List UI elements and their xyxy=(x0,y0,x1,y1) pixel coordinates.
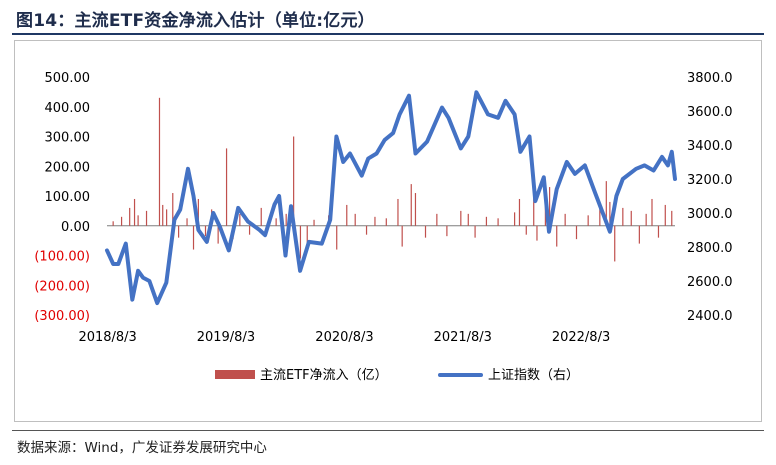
flow-bar xyxy=(239,213,241,226)
flow-bar xyxy=(518,198,521,226)
right-tick-label: 3000.0 xyxy=(687,207,733,222)
flow-bar xyxy=(225,148,228,226)
flow-bar xyxy=(497,218,499,226)
flow-bar xyxy=(346,204,348,226)
flow-bar xyxy=(162,204,164,226)
left-tick-label: 0.00 xyxy=(61,220,90,235)
left-tick-label: (300.00) xyxy=(34,309,90,324)
flow-bar xyxy=(145,210,148,226)
flow-bar xyxy=(336,225,338,250)
legend-label-index: 上证指数（右） xyxy=(488,368,579,383)
flow-bar xyxy=(638,225,640,244)
x-tick-label: 2020/8/3 xyxy=(315,330,373,345)
flow-bar xyxy=(133,198,136,226)
flow-bar xyxy=(178,225,180,238)
flow-bar xyxy=(525,225,527,235)
left-tick-label: 400.00 xyxy=(45,101,91,116)
flow-bar xyxy=(172,193,174,226)
flow-bar xyxy=(197,198,199,226)
flow-bar xyxy=(299,225,302,259)
flow-bar xyxy=(556,225,558,247)
flow-bar xyxy=(204,225,207,237)
flow-bar xyxy=(192,225,195,250)
right-tick-label: 3800.0 xyxy=(687,71,733,86)
flow-bar xyxy=(285,213,287,226)
index-line xyxy=(105,90,677,306)
source-note: 数据来源：Wind，广发证券发展研究中心 xyxy=(17,440,267,456)
left-tick-label: 200.00 xyxy=(45,160,91,175)
flow-bar xyxy=(365,225,368,235)
left-tick-label: (100.00) xyxy=(34,250,90,265)
legend-swatch-flow xyxy=(215,370,255,379)
flow-bar xyxy=(605,181,607,226)
flow-bar xyxy=(614,225,616,262)
legend-label-flow: 主流ETF净流入（亿） xyxy=(260,368,388,383)
flow-bar xyxy=(587,215,589,226)
flow-bar xyxy=(248,225,251,235)
flow-bar xyxy=(536,225,538,241)
flow-bar xyxy=(293,136,295,226)
chart-frame: 500.00 400.00 300.00 200.00 100.00 0.00 (100.0… xyxy=(14,40,762,422)
flow-bar xyxy=(630,210,632,226)
left-tick-label: 500.00 xyxy=(45,71,91,86)
right-tick-label: 2400.0 xyxy=(687,309,733,324)
flow-bar xyxy=(671,210,673,226)
flow-bar xyxy=(186,218,188,226)
flow-bar xyxy=(424,225,427,238)
flow-bar xyxy=(260,207,262,226)
flow-bar xyxy=(374,216,376,226)
figure-title: 图14：主流ETF资金净流入估计（单位:亿元） xyxy=(16,11,375,31)
left-tick-label: 300.00 xyxy=(45,131,91,146)
flow-bar xyxy=(657,225,660,238)
source-rule xyxy=(12,430,764,431)
flow-bar xyxy=(564,213,566,226)
flow-bar xyxy=(129,207,131,226)
chart: 500.00 400.00 300.00 200.00 100.00 0.00 (100.0… xyxy=(34,71,733,383)
left-tick-label: (200.00) xyxy=(34,279,90,294)
x-tick-label: 2018/8/3 xyxy=(78,330,136,345)
x-tick-label: 2022/8/3 xyxy=(552,330,610,345)
right-tick-label: 2800.0 xyxy=(687,241,733,256)
x-tick-label: 2021/8/3 xyxy=(434,330,492,345)
flow-bar xyxy=(120,216,123,226)
flow-bar xyxy=(414,193,417,226)
right-tick-label: 3400.0 xyxy=(687,139,733,154)
right-tick-label: 3200.0 xyxy=(687,173,733,188)
flow-bar xyxy=(645,213,647,226)
flow-bar xyxy=(622,207,624,226)
flow-bar xyxy=(158,97,161,226)
flow-bar xyxy=(385,218,387,226)
flow-bar xyxy=(112,221,114,226)
flow-bar xyxy=(664,204,666,226)
left-tick-label: 100.00 xyxy=(45,190,91,205)
flow-bar xyxy=(549,187,551,226)
right-tick-label: 3600.0 xyxy=(687,105,733,120)
flow-bar xyxy=(401,225,403,247)
flow-bar xyxy=(137,215,139,226)
flow-bar xyxy=(166,209,168,226)
flow-bar xyxy=(436,213,438,226)
flow-bar xyxy=(575,225,578,240)
flow-bar xyxy=(446,225,448,237)
flow-bar xyxy=(609,201,611,226)
flow-bar xyxy=(514,212,516,226)
flow-bar xyxy=(217,225,219,244)
flow-bar xyxy=(467,213,469,226)
title-rule xyxy=(12,33,764,35)
flow-bar xyxy=(397,198,399,226)
flow-bar xyxy=(354,213,356,226)
flow-bar xyxy=(410,184,412,226)
flow-bar xyxy=(460,210,462,226)
flow-bar xyxy=(313,219,315,226)
flow-bar xyxy=(651,198,653,226)
flow-bar xyxy=(485,216,488,226)
flow-bar xyxy=(599,207,601,226)
flow-bar xyxy=(306,225,308,244)
flow-bar xyxy=(474,225,476,238)
flow-bar xyxy=(275,218,277,226)
x-tick-label: 2019/8/3 xyxy=(197,330,255,345)
right-tick-label: 2600.0 xyxy=(687,275,733,290)
